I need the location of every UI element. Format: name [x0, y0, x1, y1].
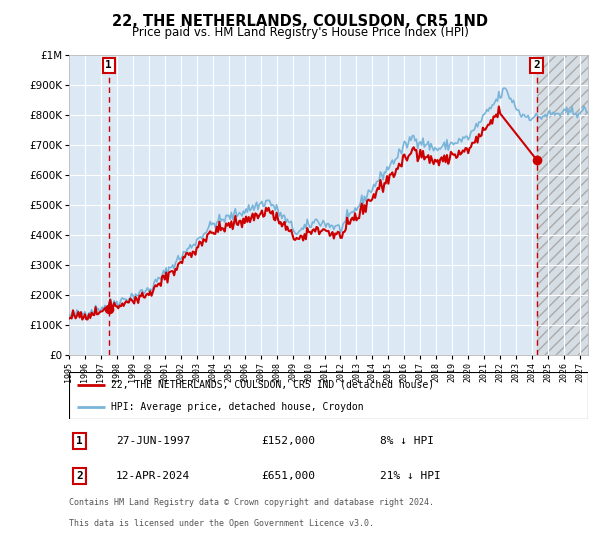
Text: 1: 1 [76, 436, 83, 446]
Text: 12-APR-2024: 12-APR-2024 [116, 471, 190, 481]
Text: £651,000: £651,000 [261, 471, 315, 481]
Text: HPI: Average price, detached house, Croydon: HPI: Average price, detached house, Croy… [110, 402, 363, 412]
Text: 22, THE NETHERLANDS, COULSDON, CR5 1ND: 22, THE NETHERLANDS, COULSDON, CR5 1ND [112, 14, 488, 29]
Text: This data is licensed under the Open Government Licence v3.0.: This data is licensed under the Open Gov… [69, 519, 374, 528]
Text: 2: 2 [533, 60, 540, 71]
Text: Price paid vs. HM Land Registry's House Price Index (HPI): Price paid vs. HM Land Registry's House … [131, 26, 469, 39]
Bar [536, 55, 588, 355]
Text: 1: 1 [106, 60, 112, 71]
Text: 22, THE NETHERLANDS, COULSDON, CR5 1ND (detached house): 22, THE NETHERLANDS, COULSDON, CR5 1ND (… [110, 380, 434, 390]
Bar [536, 55, 588, 355]
Text: 21% ↓ HPI: 21% ↓ HPI [380, 471, 441, 481]
Text: 27-JUN-1997: 27-JUN-1997 [116, 436, 190, 446]
Text: £152,000: £152,000 [261, 436, 315, 446]
Text: 2: 2 [76, 471, 83, 481]
Text: Contains HM Land Registry data © Crown copyright and database right 2024.: Contains HM Land Registry data © Crown c… [69, 498, 434, 507]
Text: 8% ↓ HPI: 8% ↓ HPI [380, 436, 434, 446]
